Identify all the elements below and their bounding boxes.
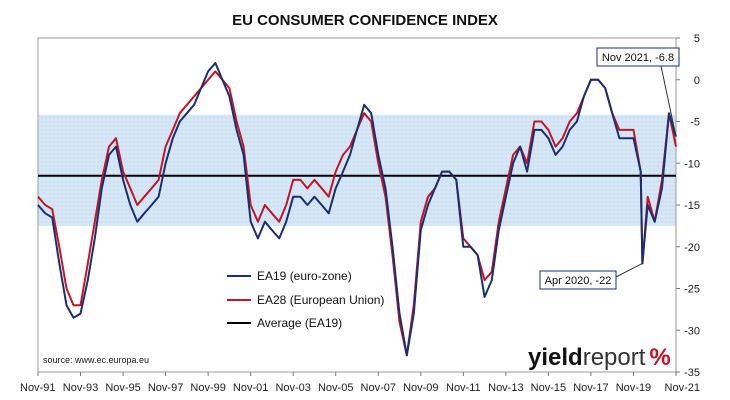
y-tick-label: -35 (684, 367, 700, 379)
svg-text:yieldreport%: yieldreport% (528, 344, 671, 371)
series-lines (37, 62, 677, 357)
callout-box (596, 47, 680, 67)
y-tick-label: -20 (684, 242, 700, 254)
yieldreport-logo: yieldreport% (528, 344, 671, 371)
legend-label-average: Average (EA19) (257, 316, 342, 330)
x-tick-label: Nov-93 (63, 382, 98, 394)
x-tick-label: Nov-99 (190, 382, 225, 394)
x-tick-label: Nov-15 (531, 382, 566, 394)
legend-label-ea28: EA28 (European Union) (257, 293, 384, 307)
x-tick-label: Nov-21 (665, 382, 700, 394)
series-ea28-line (37, 70, 677, 357)
x-tick-label: Nov-03 (275, 382, 310, 394)
x-tick-label: Nov-11 (446, 382, 481, 394)
x-tick-label: Nov-07 (361, 382, 396, 394)
annotations: Nov 2021, -6.8 Apr 2020, -22 (539, 47, 680, 290)
y-tick-label: -30 (684, 325, 700, 337)
y-tick-label: -5 (690, 117, 700, 129)
callout-box (539, 270, 617, 290)
x-tick-label: Nov-91 (20, 382, 55, 394)
chart-title: EU CONSUMER CONFIDENCE INDEX (232, 12, 498, 29)
y-tick-label: 0 (694, 75, 700, 87)
callout-label: Apr 2020, -22 (545, 275, 612, 287)
legend: EA19 (euro-zone) EA28 (European Union) A… (227, 269, 384, 330)
logo-part-percent: % (649, 344, 670, 371)
y-tick-label: -15 (684, 200, 700, 212)
x-tick-label: Nov-17 (573, 382, 608, 394)
y-axis: 5 0 -5 -10 -15 -20 -25 -30 -35 (676, 33, 700, 379)
x-tick-label: Nov-95 (105, 382, 140, 394)
series-ea19-line (37, 62, 677, 357)
x-tick-label: Nov-05 (318, 382, 353, 394)
x-tick-label: Nov-19 (616, 382, 651, 394)
legend-label-ea19: EA19 (euro-zone) (257, 269, 352, 283)
source-note: source: www.ec.europa.eu (43, 355, 149, 365)
callout-label: Nov 2021, -6.8 (602, 52, 674, 64)
logo-part-report: report (583, 344, 646, 371)
x-axis: Nov-91 Nov-93 Nov-95 Nov-97 Nov-99 Nov-01 Nov-… (20, 372, 700, 394)
y-tick-label: 5 (694, 33, 700, 45)
callout-leader (615, 263, 643, 278)
logo-part-yield: yield (528, 344, 583, 371)
x-tick-label: Nov-13 (488, 382, 523, 394)
y-tick-label: -10 (684, 158, 700, 170)
callout-leader (660, 65, 677, 137)
x-tick-label: Nov-97 (148, 382, 183, 394)
x-tick-label: Nov-01 (233, 382, 268, 394)
x-tick-label: Nov-09 (403, 382, 438, 394)
y-tick-label: -25 (684, 284, 700, 296)
